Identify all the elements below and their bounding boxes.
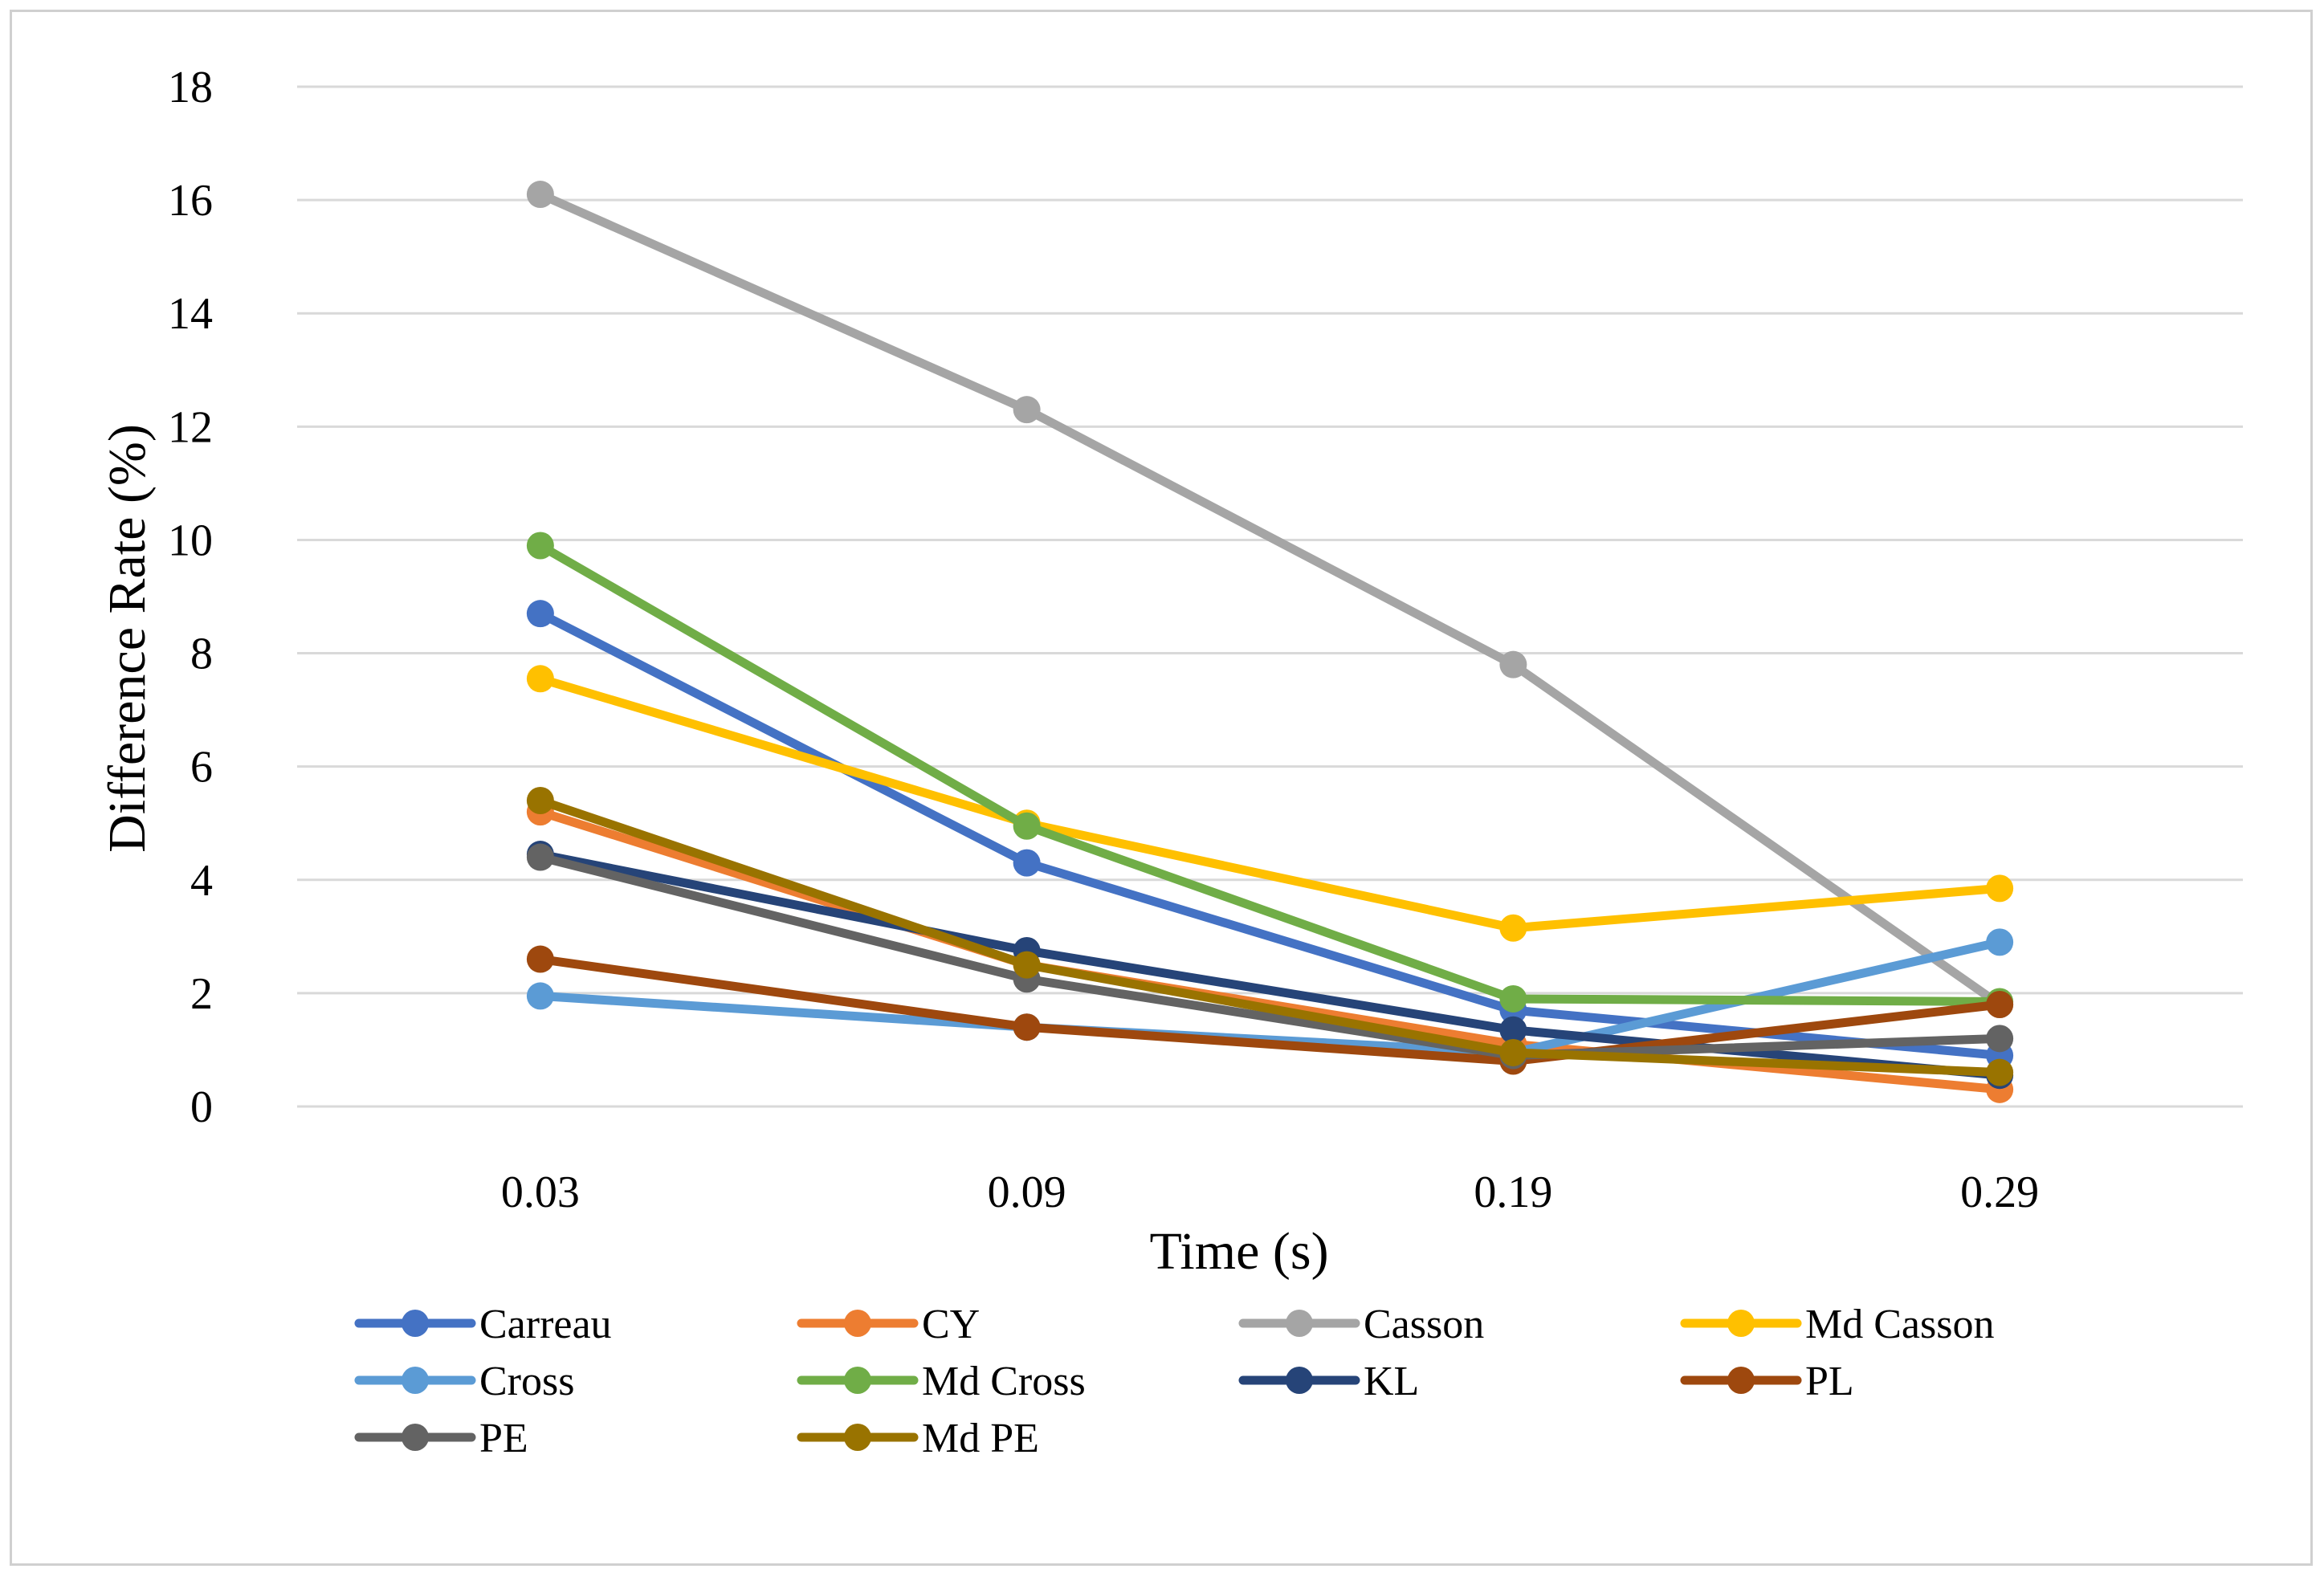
y-tick-label: 14 [168,289,213,339]
legend-swatch-marker [844,1424,871,1451]
y-tick-labels: 0 2 4 6 8 10 12 14 16 18 [168,63,213,1132]
series-lines [526,181,2014,1103]
data-point [526,982,554,1010]
data-point [1499,984,1527,1013]
y-axis-title: Difference Rate (%) [98,424,157,853]
legend-item: KL [1238,1359,1419,1404]
data-point [1986,928,2014,956]
legend-item: Carreau [354,1302,612,1347]
series-pl [526,945,2014,1075]
legend-swatch-marker [402,1424,429,1451]
data-point [1986,991,2014,1018]
legend-label: Md Cross [922,1359,1086,1404]
data-point [1499,650,1527,678]
legend-swatch-marker [402,1367,429,1394]
data-point [1013,812,1041,840]
y-tick-label: 4 [190,856,213,906]
y-tick-label: 6 [190,743,213,793]
legend-item: PE [354,1416,528,1461]
data-point [1013,396,1041,424]
legend: Carreau CY Casson Md Casson Cross Md Cross KL P… [354,1302,1994,1461]
series-md-cross [526,532,2014,1016]
data-point [1499,1038,1527,1066]
legend-label: Md Casson [1805,1302,1994,1347]
chart-frame: 0 2 4 6 8 10 12 14 16 18 0.03 0.09 0.19 0.29 Differe… [10,10,2313,1566]
legend-item: PL [1680,1359,1854,1404]
legend-swatch-marker [1727,1310,1755,1337]
legend-item: Cross [354,1359,574,1404]
x-tick-label: 0.09 [988,1167,1066,1217]
x-axis-title: Time (s) [1149,1222,1328,1281]
legend-item: CY [797,1302,980,1347]
legend-label: Cross [479,1359,574,1404]
legend-swatch-marker [844,1310,871,1337]
legend-label: Casson [1364,1302,1484,1347]
data-point [1986,1058,2014,1086]
data-point [1499,1016,1527,1044]
legend-item: Md PE [797,1416,1039,1461]
y-tick-label: 0 [190,1082,213,1132]
legend-swatch-marker [402,1310,429,1337]
legend-item: Md Casson [1680,1302,1994,1347]
line-chart: 0 2 4 6 8 10 12 14 16 18 0.03 0.09 0.19 0.29 Differe… [98,63,2243,1461]
series-line [536,189,2004,1009]
series-md-pe [526,787,2014,1086]
data-point [526,532,554,560]
x-tick-label: 0.03 [501,1167,580,1217]
y-tick-label: 10 [168,515,213,565]
x-tick-label: 0.29 [1960,1167,2039,1217]
series-line [536,541,2004,1006]
data-point [1986,874,2014,903]
series-line [536,850,2004,1080]
data-point [526,787,554,814]
data-point [526,181,554,209]
legend-swatch-marker [1286,1367,1313,1394]
data-point [526,945,554,973]
legend-label: Carreau [479,1302,612,1347]
legend-label: Md PE [922,1416,1039,1461]
legend-swatch-marker [1727,1367,1755,1394]
x-tick-label: 0.19 [1474,1167,1552,1217]
data-point [1499,914,1527,942]
series-line [536,796,2004,1078]
data-point [526,665,554,693]
legend-item: Md Cross [797,1359,1086,1404]
legend-item: Casson [1238,1302,1484,1347]
y-tick-label: 18 [168,63,213,112]
data-point [526,600,554,628]
series-line [536,955,2004,1066]
data-point [1986,1025,2014,1053]
data-point [1013,1013,1041,1041]
y-tick-label: 16 [168,176,213,226]
x-tick-labels: 0.03 0.09 0.19 0.29 [501,1167,2039,1217]
series-line [536,674,2004,933]
y-tick-label: 8 [190,630,213,679]
legend-label: PL [1805,1359,1854,1404]
data-point [1013,849,1041,877]
data-point [526,843,554,871]
series-line [536,853,2004,1060]
legend-swatch-marker [1286,1310,1313,1337]
legend-label: PE [479,1416,528,1461]
y-tick-label: 2 [190,969,213,1019]
y-tick-label: 12 [168,402,213,452]
legend-swatch-marker [844,1367,871,1394]
legend-label: KL [1364,1359,1419,1404]
legend-label: CY [922,1302,980,1347]
data-point [1013,951,1041,979]
